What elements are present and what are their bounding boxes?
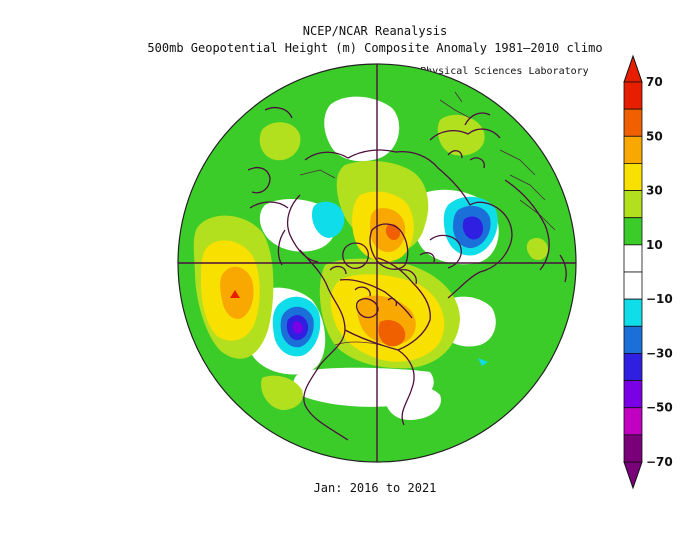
map-title: NCEP/NCAR Reanalysis <box>302 24 448 38</box>
colorbar-tick-label: −50 <box>646 401 673 415</box>
colorbar-swatch <box>623 163 643 191</box>
colorbar-tick-label: −30 <box>646 346 673 360</box>
colorbar-swatch <box>623 81 643 110</box>
map-frame <box>177 63 577 463</box>
colorbar-tick-label: −10 <box>646 292 673 306</box>
colorbar-tick-label: −70 <box>646 455 673 469</box>
colorbar-swatch <box>623 325 643 354</box>
positive-anomaly-50 <box>378 223 406 347</box>
colorbar-swatch <box>623 108 643 137</box>
colorbar-tick-label: 50 <box>646 129 663 143</box>
colorbar-swatch <box>623 407 643 436</box>
coastlines <box>247 107 567 441</box>
colorbar-swatch <box>623 217 643 246</box>
colorbar-tick-label: 30 <box>646 184 663 198</box>
colorbar-swatch <box>623 135 643 164</box>
colorbar-swatch <box>623 353 643 381</box>
credit-label: NOAA Physical Sciences Laboratory <box>390 66 589 77</box>
colorbar-tick-label: 10 <box>646 238 663 252</box>
colorbar-swatch <box>623 298 643 327</box>
colorbar-swatch <box>623 244 643 273</box>
colorbar-swatch <box>623 380 643 409</box>
colorbar-arrow-top <box>623 54 643 83</box>
colorbar-swatch <box>623 434 643 463</box>
negative-anomaly-small <box>478 358 488 366</box>
colorbar-labels: 70 50 30 10 −10 −30 −50 −70 <box>646 75 673 469</box>
positive-anomaly-peak <box>230 290 240 298</box>
map-subtitle: 500mb Geopotential Height (m) Composite … <box>147 41 603 55</box>
borders <box>299 91 556 347</box>
period-label: Jan: 2016 to 2021 <box>313 481 437 495</box>
colorbar-swatch <box>623 190 643 219</box>
colorbar-tick-label: 70 <box>646 75 663 89</box>
negative-anomaly-pacific <box>272 296 321 357</box>
colorbar-swatch <box>623 271 643 300</box>
colorbar-arrow-bottom <box>623 461 643 490</box>
negative-anomaly-atlantic <box>312 201 345 238</box>
colorbar-swatches <box>623 54 643 490</box>
